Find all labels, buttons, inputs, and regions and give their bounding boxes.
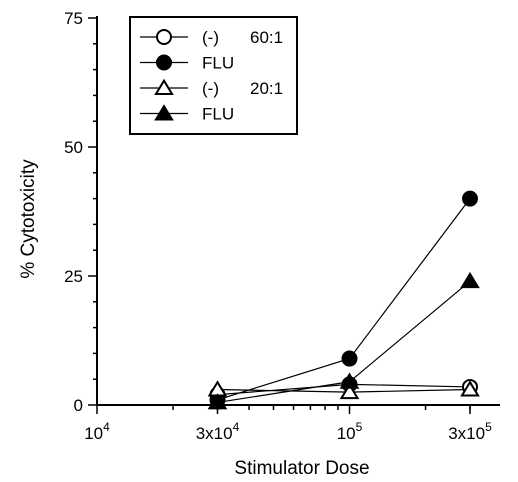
axes xyxy=(96,16,500,406)
data-point xyxy=(341,350,358,367)
legend-marker xyxy=(154,104,174,121)
data-point xyxy=(462,190,478,207)
y-tick-label: 75 xyxy=(64,9,83,28)
legend-label: (-) xyxy=(202,28,219,47)
y-tick-label: 0 xyxy=(74,396,83,415)
data-point xyxy=(460,380,480,397)
legend-ratio: 60:1 xyxy=(250,28,283,47)
x-tick-label: 105 xyxy=(337,420,363,443)
ticks: 0 25 50 75 104 3x104 105 3x105 xyxy=(64,9,492,443)
data-point xyxy=(339,382,360,400)
legend: (-) 60:1 FLU (-) 20:1 FLU xyxy=(129,16,298,135)
data-point xyxy=(460,271,480,289)
legend-label: (-) xyxy=(202,79,219,98)
data-point xyxy=(339,372,360,389)
legend-marker xyxy=(156,54,172,71)
y-axis-title: % Cytotoxicity xyxy=(18,159,39,279)
y-tick-label: 50 xyxy=(64,138,83,157)
series-line xyxy=(217,198,471,401)
x-tick-label: 104 xyxy=(84,420,110,443)
x-tick-label: 3x104 xyxy=(196,420,240,443)
series-1 xyxy=(209,190,478,408)
legend-item: FLU xyxy=(140,54,234,73)
series-group xyxy=(207,190,480,410)
legend-label: FLU xyxy=(202,54,234,73)
series-2 xyxy=(207,380,480,400)
legend-item: FLU xyxy=(140,104,234,124)
x-tick-label: 3x105 xyxy=(448,420,492,443)
data-point xyxy=(207,393,228,410)
legend-item: (-) 60:1 xyxy=(140,28,283,47)
x-axis-title: Stimulator Dose xyxy=(234,458,369,479)
legend-label: FLU xyxy=(202,105,234,124)
legend-marker xyxy=(154,78,174,95)
legend-marker xyxy=(156,29,172,45)
series-3 xyxy=(207,271,480,410)
y-tick-label: 25 xyxy=(64,267,83,286)
legend-ratio: 20:1 xyxy=(250,79,283,98)
legend-item: (-) 20:1 xyxy=(140,78,283,98)
